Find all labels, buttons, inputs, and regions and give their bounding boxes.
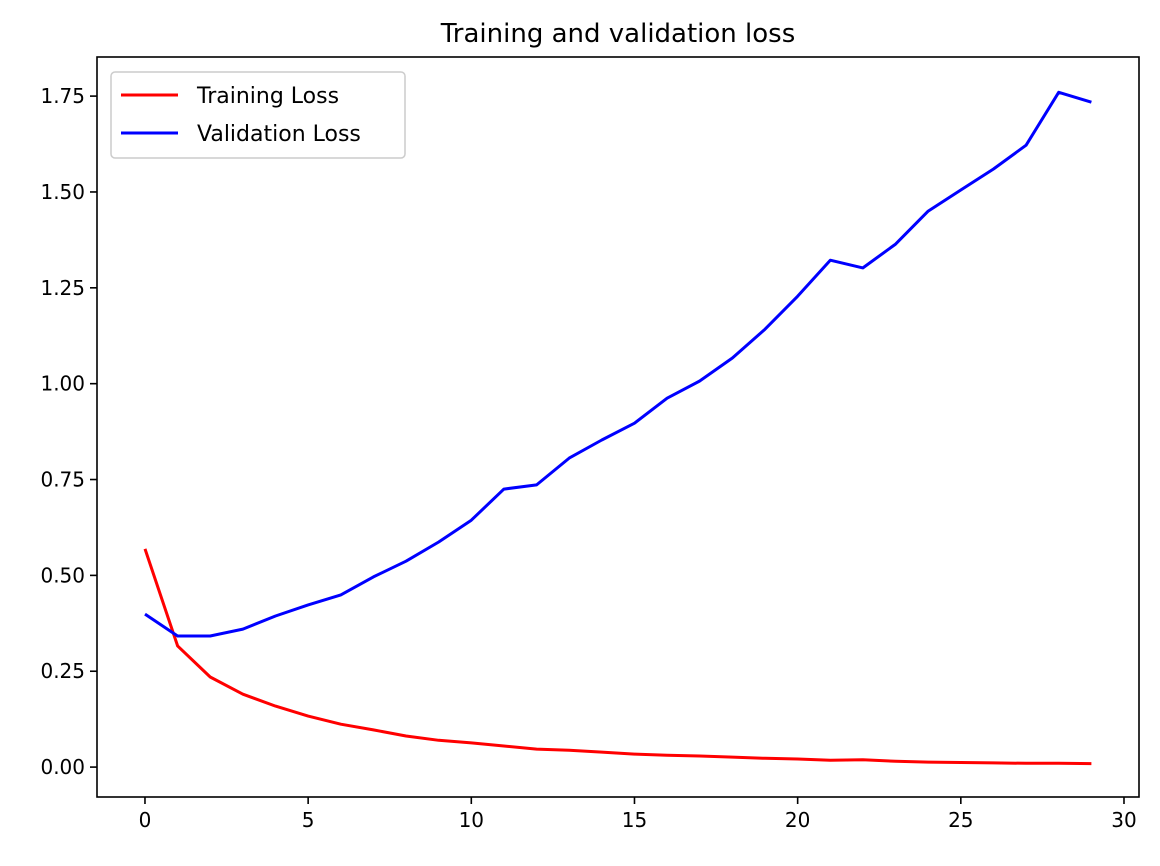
x-tick-label: 5 [302,808,315,832]
y-tick-label: 0.25 [40,659,85,683]
y-tick-label: 1.50 [40,180,85,204]
series-line-validation-loss [144,90,1092,638]
y-tick-label: 1.75 [40,84,85,108]
y-tick-label: 0.00 [40,755,85,779]
legend-label-training: Training Loss [196,84,339,109]
series-line-training-loss [143,548,1092,766]
x-tick-label: 20 [785,808,810,832]
series-lines [143,90,1092,766]
y-axis: 0.00 0.25 0.50 0.75 1.00 1.25 1.50 1.75 [40,84,97,779]
x-tick-label: 10 [459,808,484,832]
x-tick-label: 25 [948,808,973,832]
plot-frame [96,56,1140,798]
legend-label-validation: Validation Loss [197,122,361,147]
y-tick-label: 0.75 [40,468,85,492]
chart-title: Training and validation loss [440,19,796,49]
y-tick-label: 1.00 [40,372,85,396]
x-tick-label: 15 [622,808,647,832]
y-tick-label: 1.25 [40,276,85,300]
x-tick-label: 0 [139,808,152,832]
x-tick-label: 30 [1111,808,1136,832]
y-tick-label: 0.50 [40,563,85,587]
legend: Training Loss Validation Loss [110,71,406,159]
legend-box [110,71,406,159]
x-axis: 0 5 10 15 20 25 30 [139,797,1137,832]
